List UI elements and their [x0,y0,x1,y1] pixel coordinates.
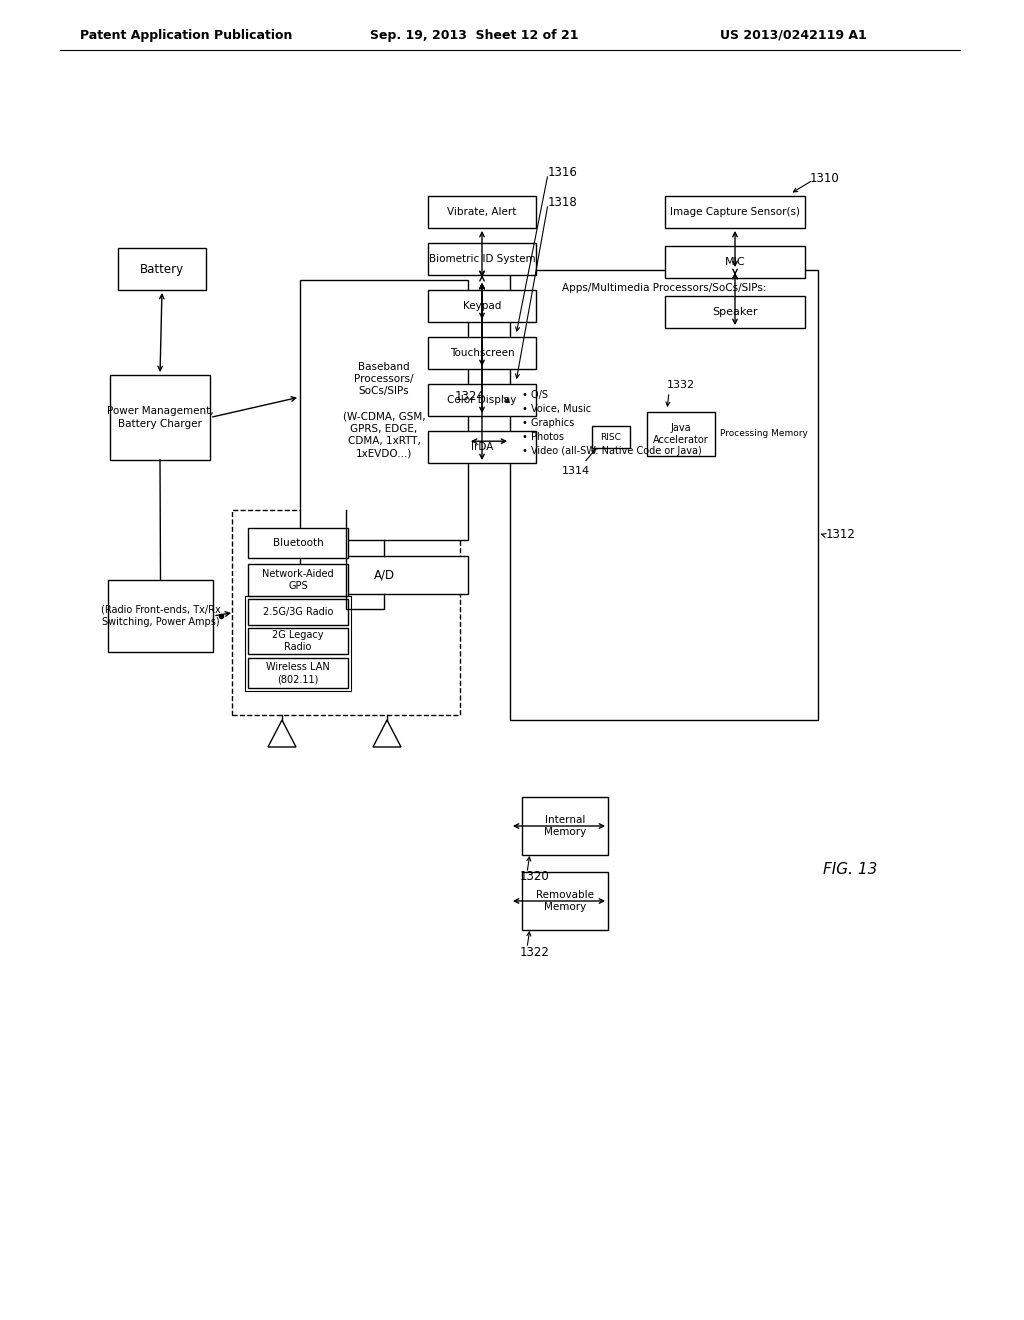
Text: Speaker: Speaker [713,308,758,317]
Text: FIG. 13: FIG. 13 [823,862,878,878]
Text: 1324: 1324 [455,389,485,403]
FancyBboxPatch shape [510,271,818,719]
Text: Biometric ID System: Biometric ID System [429,253,536,264]
FancyBboxPatch shape [248,628,348,653]
Text: MIC: MIC [725,257,745,267]
FancyBboxPatch shape [248,528,348,558]
Text: Bluetooth: Bluetooth [272,539,324,548]
Text: 2.5G/3G Radio: 2.5G/3G Radio [263,607,333,616]
Text: Keypad: Keypad [463,301,501,312]
Text: Patent Application Publication: Patent Application Publication [80,29,293,41]
Text: 2G Legacy
Radio: 2G Legacy Radio [272,630,324,652]
FancyBboxPatch shape [108,579,213,652]
FancyBboxPatch shape [428,290,536,322]
Text: Touchscreen: Touchscreen [450,348,514,358]
FancyBboxPatch shape [300,556,468,594]
Text: 1320: 1320 [520,870,550,883]
Text: (Radio Front-ends, Tx/Rx
Switching, Power Amps): (Radio Front-ends, Tx/Rx Switching, Powe… [100,605,220,627]
Text: Apps/Multimedia Processors/SoCs/SIPs:: Apps/Multimedia Processors/SoCs/SIPs: [562,282,766,293]
Text: Removable
Memory: Removable Memory [536,890,594,912]
Text: Battery: Battery [140,263,184,276]
FancyBboxPatch shape [647,412,715,455]
Text: Java
Accelerator: Java Accelerator [653,422,709,445]
FancyBboxPatch shape [428,195,536,228]
FancyBboxPatch shape [665,296,805,327]
Text: Sep. 19, 2013  Sheet 12 of 21: Sep. 19, 2013 Sheet 12 of 21 [370,29,579,41]
FancyBboxPatch shape [428,337,536,370]
Text: • O/S
• Voice, Music
• Graphics
• Photos
• Video (all-SW: Native Code or Java): • O/S • Voice, Music • Graphics • Photos… [522,389,701,455]
Text: Color Display: Color Display [447,395,517,405]
FancyBboxPatch shape [428,243,536,275]
FancyBboxPatch shape [522,873,608,931]
FancyBboxPatch shape [248,657,348,688]
Text: 1322: 1322 [520,945,550,958]
Text: IrDA: IrDA [471,442,494,451]
Text: Image Capture Sensor(s): Image Capture Sensor(s) [670,207,800,216]
FancyBboxPatch shape [248,599,348,624]
FancyBboxPatch shape [300,280,468,540]
FancyBboxPatch shape [665,195,805,228]
Text: 1318: 1318 [548,195,578,209]
Text: Vibrate, Alert: Vibrate, Alert [447,207,517,216]
Text: Baseband
Processors/
SoCs/SIPs

(W-CDMA, GSM,
GPRS, EDGE,
CDMA, 1xRTT,
1xEVDO...: Baseband Processors/ SoCs/SIPs (W-CDMA, … [343,362,425,458]
FancyBboxPatch shape [110,375,210,459]
Text: A/D: A/D [374,569,394,582]
FancyBboxPatch shape [118,248,206,290]
FancyBboxPatch shape [428,432,536,463]
Text: Processing Memory: Processing Memory [720,429,808,438]
Text: 1312: 1312 [826,528,856,541]
Text: US 2013/0242119 A1: US 2013/0242119 A1 [720,29,866,41]
Text: Network-Aided
GPS: Network-Aided GPS [262,569,334,591]
Text: 1332: 1332 [667,380,695,389]
FancyBboxPatch shape [592,426,630,447]
FancyBboxPatch shape [522,797,608,855]
FancyBboxPatch shape [248,564,348,597]
Text: 1314: 1314 [562,466,590,477]
Text: Power Management,
Battery Charger: Power Management, Battery Charger [106,407,213,429]
FancyBboxPatch shape [428,384,536,416]
Text: 1310: 1310 [810,172,840,185]
Text: 1316: 1316 [548,165,578,178]
Text: Wireless LAN
(802.11): Wireless LAN (802.11) [266,661,330,684]
Text: RISC: RISC [600,433,622,441]
Text: Internal
Memory: Internal Memory [544,814,586,837]
FancyBboxPatch shape [665,246,805,279]
